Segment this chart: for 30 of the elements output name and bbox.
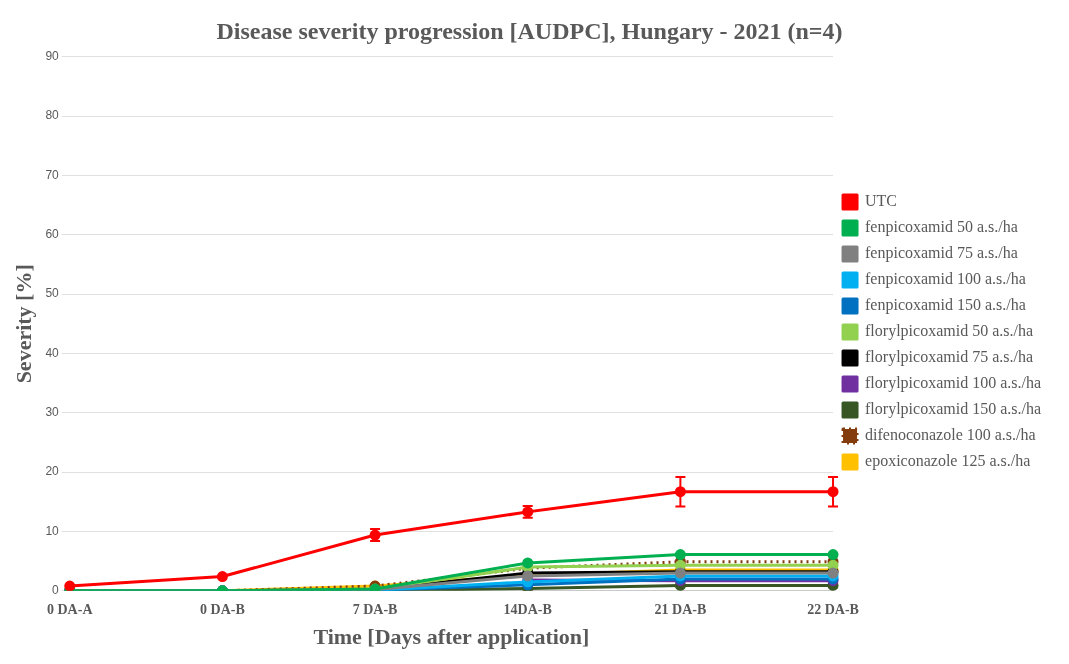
legend-label: florylpicoxamid 150 a.s./ha [865, 400, 1042, 419]
legend-label: florylpicoxamid 75 a.s./ha [865, 348, 1034, 367]
y-tick-label: 90 [45, 49, 60, 64]
y-tick-label: 70 [45, 167, 60, 182]
y-tick-label: 10 [45, 523, 60, 538]
chart-title: Disease severity progression [AUDPC], Hungary - 2021 (n=4) [216, 17, 843, 44]
legend-label: florylpicoxamid 100 a.s./ha [865, 374, 1042, 393]
x-tick-label: 0 DA-A [47, 601, 94, 617]
legend-label: fenpicoxamid 100 a.s./ha [865, 270, 1026, 289]
y-tick-label: 40 [45, 345, 60, 360]
y-tick-label: 80 [45, 108, 60, 123]
y-tick-label: 60 [45, 227, 60, 242]
legend-label: fenpicoxamid 50 a.s./ha [865, 218, 1018, 237]
legend-label: fenpicoxamid 150 a.s./ha [865, 296, 1026, 315]
y-tick-label: 50 [45, 286, 60, 301]
x-axis-title: Time [Days after application] [313, 624, 590, 650]
x-tick-label: 21 DA-B [654, 601, 707, 617]
x-tick-label: 0 DA-B [200, 601, 245, 617]
y-axis-title: Severity [%] [10, 264, 36, 384]
x-tick-label: 22 DA-B [807, 601, 859, 617]
y-tick-label: 0 [52, 583, 60, 598]
legend-label: difenoconazole 100 a.s./ha [865, 426, 1036, 444]
legend-label: epoxiconazole 125 a.s./ha [865, 452, 1031, 471]
x-tick-label: 7 DA-B [352, 601, 398, 617]
y-tick-label: 30 [45, 405, 60, 420]
y-tick-label: 20 [45, 464, 60, 479]
legend-label: florylpicoxamid 50 a.s./ha [865, 322, 1034, 341]
x-tick-label: 14DA-B [503, 601, 552, 617]
legend-label: UTC [865, 192, 898, 210]
legend-label: fenpicoxamid 75 a.s./ha [865, 244, 1018, 263]
